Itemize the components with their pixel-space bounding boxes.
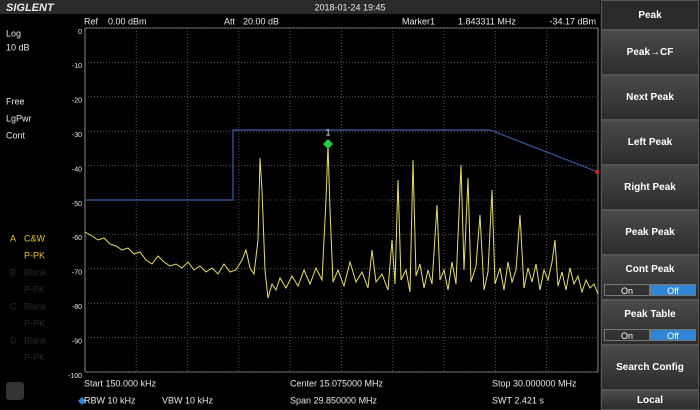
trace-name: Blank <box>24 267 47 277</box>
toggle: On Off <box>604 329 696 341</box>
button-label: Next Peak <box>626 92 674 103</box>
menu-button[interactable]: Next Peak <box>601 75 699 120</box>
menu-button[interactable]: Peak→CF <box>601 30 699 75</box>
toggle-off[interactable]: Off <box>650 329 696 341</box>
toggle-off[interactable]: Off <box>650 284 696 296</box>
marker-level: -34.17 dBm <box>549 16 596 26</box>
span: Span 29.850000 MHz <box>290 395 378 405</box>
trace-letter: A <box>10 233 16 243</box>
toggle-on[interactable]: On <box>604 329 650 341</box>
marker-label: Marker1 <box>402 16 435 26</box>
trace-name: Blank <box>24 335 47 345</box>
button-label: Peak Table <box>624 309 676 320</box>
y-tick-label: -10 <box>72 63 82 70</box>
menu-button[interactable]: Peak Peak <box>601 210 699 255</box>
marker-diamond <box>323 139 333 149</box>
trace-letter: D <box>10 335 17 345</box>
trace-mode: P-PK <box>24 352 45 362</box>
y-tick-label: -70 <box>72 270 82 277</box>
brand: SIGLENT <box>6 2 55 14</box>
datetime: 2018-01-24 19:45 <box>314 2 385 12</box>
mode: Cont <box>6 130 26 140</box>
trace-name: Blank <box>24 301 47 311</box>
rbw: RBW 10 kHz <box>84 395 136 405</box>
y-tick-label: -60 <box>72 235 82 242</box>
vbw: VBW 10 kHz <box>162 395 214 405</box>
top-bar <box>0 0 600 14</box>
menu-title: Peak <box>601 0 699 30</box>
local-button[interactable]: Local <box>601 390 699 410</box>
att-label: Att <box>224 16 236 26</box>
att-value: 20.00 dB <box>243 16 279 26</box>
marker-freq: 1.843311 MHz <box>458 16 516 26</box>
button-label: Left Peak <box>627 137 673 148</box>
button-label: Cont Peak <box>625 264 675 275</box>
menu-button[interactable]: Cont Peak On Off <box>601 255 699 300</box>
menu-button[interactable]: Search Config <box>601 345 699 390</box>
y-tick-label: -80 <box>72 304 82 311</box>
scale-type: Log <box>6 28 21 38</box>
button-label: Right Peak <box>624 182 676 193</box>
toggle-on[interactable]: On <box>604 284 650 296</box>
y-tick-label: -30 <box>72 132 82 139</box>
y-tick-label: -50 <box>72 201 82 208</box>
y-tick-label: -40 <box>72 166 82 173</box>
y-tick-label: -20 <box>72 98 82 105</box>
button-label: Peak→CF <box>626 47 674 58</box>
center: Center 15.075000 MHz <box>290 378 384 388</box>
ref-value: 0.00 dBm <box>108 16 147 26</box>
rbw-icon <box>78 397 86 405</box>
stop: Stop 30.000000 MHz <box>492 378 577 388</box>
mode: LgPwr <box>6 113 32 123</box>
limit-line <box>85 129 599 201</box>
toggle: On Off <box>604 284 696 296</box>
limit-end <box>595 170 599 174</box>
swt: SWT 2.421 s <box>492 395 544 405</box>
menu-button[interactable]: Right Peak <box>601 165 699 210</box>
y-tick-label: 0 <box>78 29 82 36</box>
softkey-menu: Peak Local Peak→CF Next Peak Left Peak Righ… <box>600 0 700 410</box>
trace-name: C&W <box>24 233 46 243</box>
button-label: Search Config <box>616 362 684 373</box>
trace-letter: C <box>10 301 17 311</box>
trace-mode: P-PK <box>24 284 45 294</box>
button-label: Peak Peak <box>625 227 675 238</box>
menu-button[interactable]: Left Peak <box>601 120 699 165</box>
ref-label: Ref <box>84 16 99 26</box>
marker-id: 1 <box>325 127 330 137</box>
scale-div: 10 dB <box>6 42 30 52</box>
trace-letter: B <box>10 267 16 277</box>
trace-mode: P-PK <box>24 318 45 328</box>
y-tick-label: -100 <box>68 373 82 380</box>
y-tick-label: -90 <box>72 338 82 345</box>
home-button[interactable] <box>6 382 24 400</box>
trace <box>84 144 599 299</box>
display: SIGLENT 2018-01-24 19:45 Ref 0.00 dBm At… <box>0 0 600 405</box>
start: Start 150.000 kHz <box>84 378 157 388</box>
mode: Free <box>6 96 25 106</box>
menu-button[interactable]: Peak Table On Off <box>601 300 699 345</box>
trace-mode: P-PK <box>24 250 45 260</box>
